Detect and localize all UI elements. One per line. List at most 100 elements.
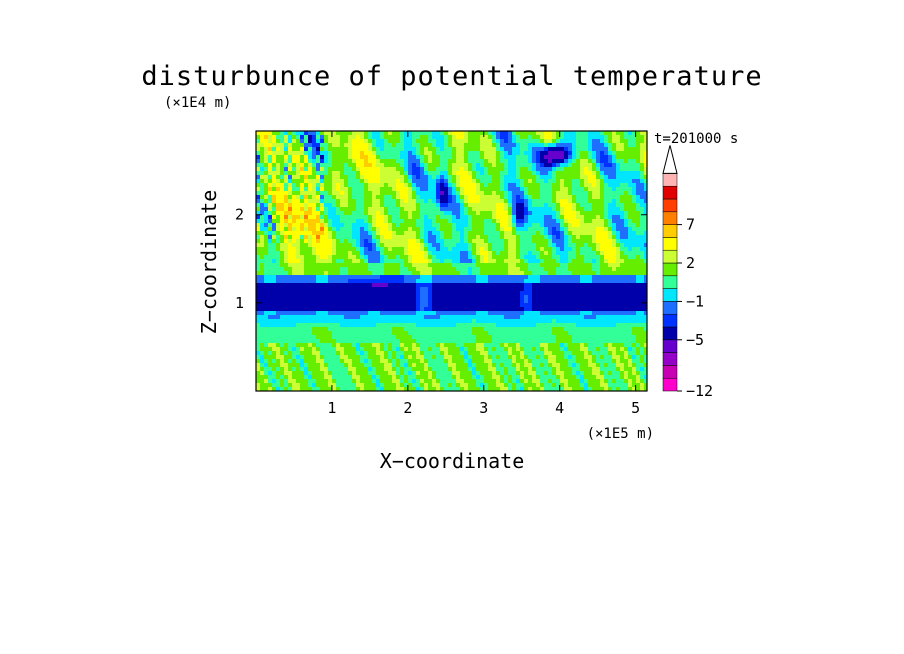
- field-cell: [640, 163, 645, 168]
- field-cell: [520, 219, 525, 224]
- field-cell: [388, 163, 393, 168]
- field-cell: [624, 247, 629, 252]
- field-cell: [308, 303, 313, 308]
- field-cell: [576, 223, 581, 228]
- field-cell: [428, 219, 433, 224]
- field-cell: [548, 167, 553, 172]
- field-cell: [344, 303, 349, 308]
- field-cell: [544, 291, 549, 296]
- field-cell: [516, 179, 521, 184]
- field-cell: [596, 251, 601, 256]
- field-cell: [456, 215, 461, 220]
- field-cell: [396, 151, 401, 156]
- field-cell: [364, 143, 369, 148]
- field-cell: [540, 271, 545, 276]
- field-cell: [256, 251, 261, 256]
- field-cell: [256, 131, 261, 136]
- field-cell: [536, 283, 541, 288]
- field-cell: [400, 263, 405, 268]
- field-cell: [412, 295, 417, 300]
- field-cell: [268, 263, 273, 268]
- field-cell: [632, 267, 637, 272]
- field-cell: [500, 307, 505, 312]
- field-cell: [536, 187, 541, 192]
- field-cell: [548, 199, 553, 204]
- field-cell: [312, 307, 317, 312]
- field-cell: [456, 327, 461, 332]
- field-cell: [584, 315, 589, 320]
- field-cell: [296, 203, 301, 208]
- field-cell: [344, 227, 349, 232]
- field-cell: [304, 271, 309, 276]
- field-cell: [640, 207, 645, 212]
- field-cell: [456, 159, 461, 164]
- field-cell: [596, 195, 601, 200]
- field-cell: [468, 215, 473, 220]
- field-cell: [520, 267, 525, 272]
- field-cell: [260, 295, 265, 300]
- field-cell: [516, 291, 521, 296]
- field-cell: [284, 191, 289, 196]
- field-cell: [288, 263, 293, 268]
- field-cell: [296, 231, 301, 236]
- field-cell: [472, 299, 477, 304]
- field-cell: [352, 159, 357, 164]
- field-cell: [516, 243, 521, 248]
- field-cell: [544, 211, 549, 216]
- field-cell: [592, 227, 597, 232]
- field-cell: [432, 179, 437, 184]
- field-cell: [564, 195, 569, 200]
- field-cell: [528, 263, 533, 268]
- field-cell: [272, 267, 277, 272]
- field-cell: [264, 159, 269, 164]
- field-cell: [576, 283, 581, 288]
- field-cell: [280, 179, 285, 184]
- field-cell: [456, 251, 461, 256]
- field-cell: [516, 203, 521, 208]
- field-cell: [616, 147, 621, 152]
- field-cell: [472, 203, 477, 208]
- field-cell: [388, 323, 393, 328]
- field-cell: [392, 267, 397, 272]
- field-cell: [364, 267, 369, 272]
- field-cell: [440, 199, 445, 204]
- field-cell: [440, 219, 445, 224]
- field-cell: [544, 167, 549, 172]
- field-cell: [360, 235, 365, 240]
- field-cell: [356, 163, 361, 168]
- field-cell: [288, 179, 293, 184]
- field-cell: [324, 171, 329, 176]
- field-cell: [424, 187, 429, 192]
- field-cell: [260, 319, 265, 324]
- field-cell: [532, 243, 537, 248]
- field-cell: [276, 203, 281, 208]
- field-cell: [320, 315, 325, 320]
- field-cell: [548, 151, 553, 156]
- field-cell: [616, 263, 621, 268]
- field-cell: [340, 323, 345, 328]
- field-cell: [436, 239, 441, 244]
- field-cell: [632, 155, 637, 160]
- field-cell: [616, 139, 621, 144]
- field-cell: [408, 251, 413, 256]
- field-cell: [300, 183, 305, 188]
- field-cell: [512, 319, 517, 324]
- field-cell: [632, 271, 637, 276]
- field-cell: [396, 275, 401, 280]
- field-cell: [392, 247, 397, 252]
- field-cell: [324, 303, 329, 308]
- field-cell: [344, 219, 349, 224]
- field-cell: [444, 175, 449, 180]
- field-cell: [468, 179, 473, 184]
- field-cell: [524, 243, 529, 248]
- field-cell: [348, 283, 353, 288]
- field-cell: [460, 215, 465, 220]
- field-cell: [412, 151, 417, 156]
- field-cell: [564, 187, 569, 192]
- field-cell: [324, 275, 329, 280]
- field-cell: [464, 267, 469, 272]
- field-cell: [364, 279, 369, 284]
- field-cell: [468, 211, 473, 216]
- field-cell: [624, 243, 629, 248]
- field-cell: [328, 167, 333, 172]
